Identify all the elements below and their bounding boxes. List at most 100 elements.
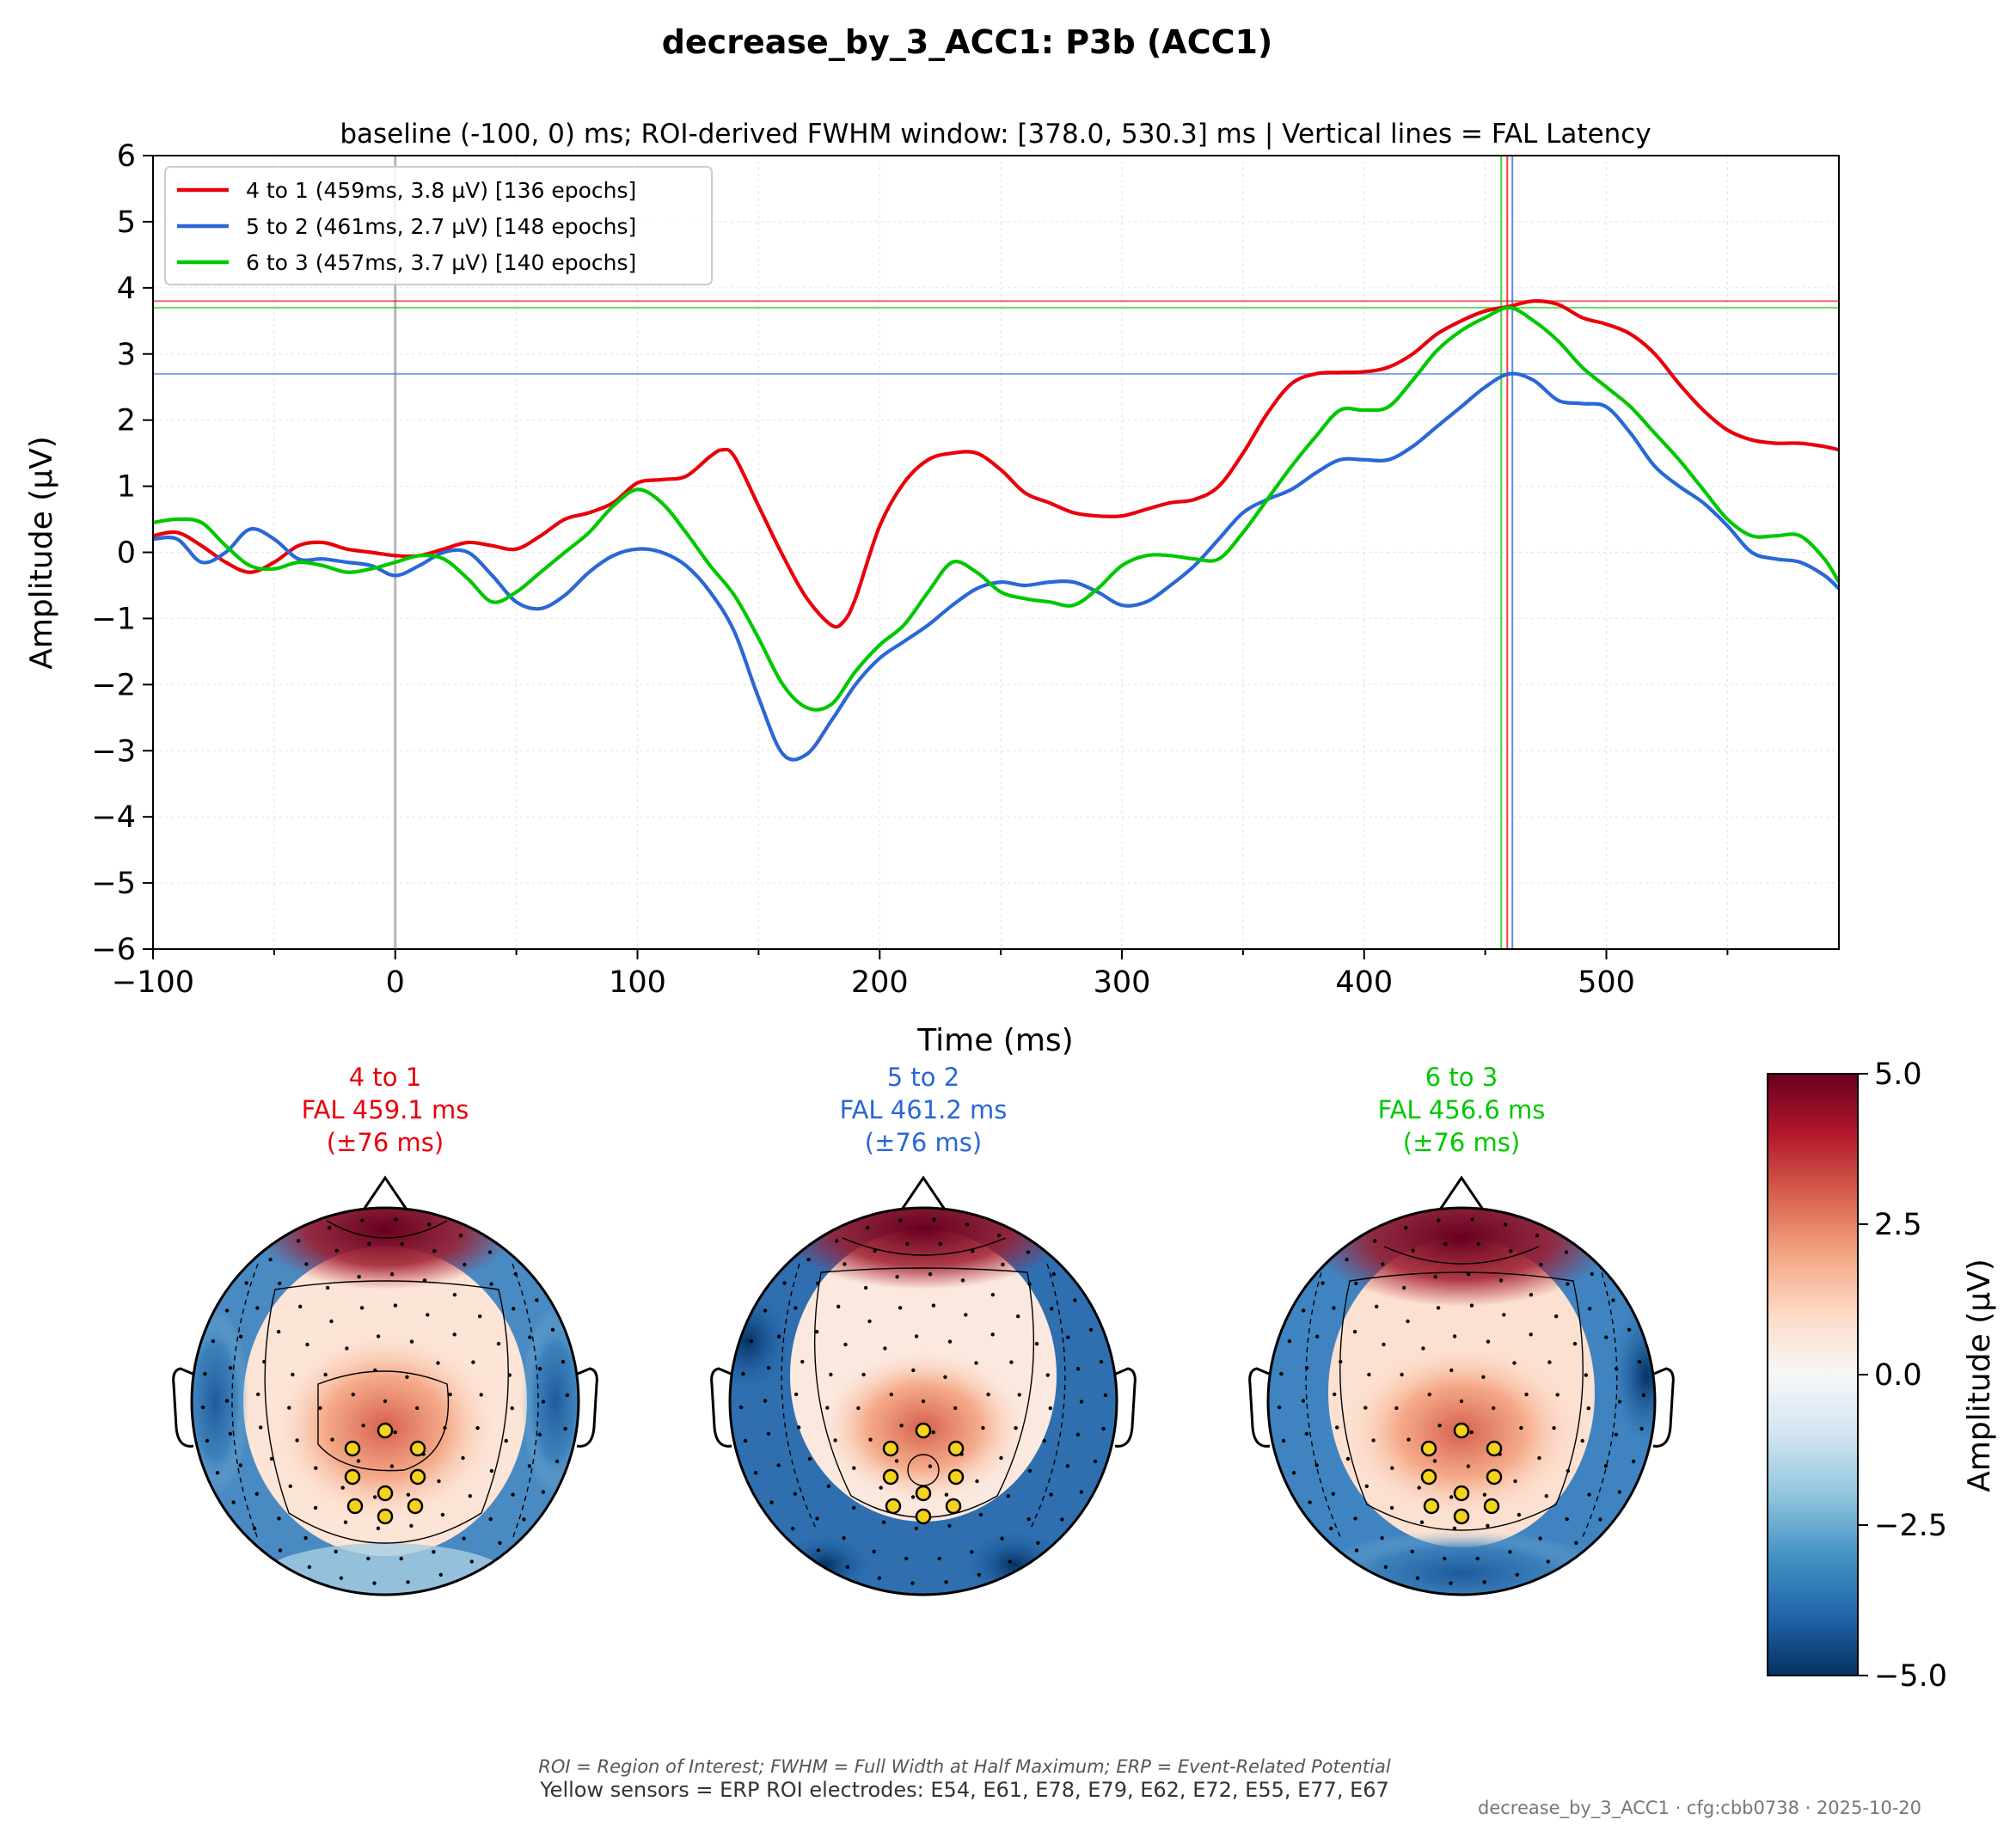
- head-outline: [190, 1206, 580, 1596]
- electrode-dot: [1331, 1492, 1336, 1496]
- colorbar-tick-label: 5.0: [1874, 1057, 1922, 1092]
- electrode-dot: [1073, 1298, 1077, 1302]
- roi-sensor: [1453, 1485, 1470, 1502]
- electrode-dot: [238, 1334, 243, 1339]
- electrode-dot: [943, 1375, 947, 1380]
- electrode-dot: [1513, 1479, 1517, 1484]
- y-tick-label: 2: [117, 404, 136, 438]
- electrode-dot: [931, 1430, 935, 1435]
- electrode-dot: [269, 1456, 274, 1461]
- electrode-dot: [970, 1550, 974, 1554]
- electrode-dot: [1470, 1217, 1474, 1222]
- electrode-dot: [1436, 1306, 1441, 1310]
- electrode-dot: [797, 1425, 801, 1430]
- electrode-dot: [409, 1523, 414, 1529]
- electrode-dot: [295, 1438, 299, 1443]
- x-axis-label: Time (ms): [916, 1023, 1073, 1058]
- electrode-dot: [1603, 1464, 1609, 1468]
- electrode-dot: [1627, 1327, 1632, 1333]
- electrode-dot: [1093, 1459, 1098, 1464]
- electrode-dot: [895, 1275, 899, 1279]
- electrode-dot: [1492, 1406, 1496, 1411]
- electrode-dot: [782, 1281, 787, 1285]
- electrode-dot: [877, 1576, 882, 1580]
- electrode-dot: [1367, 1372, 1371, 1377]
- electrode-dot: [1354, 1281, 1358, 1286]
- electrode-dot: [1008, 1559, 1013, 1564]
- electrode-dot: [996, 1234, 1002, 1238]
- electrode-dot: [255, 1306, 260, 1310]
- electrode-dot: [914, 1526, 919, 1531]
- electrode-dot: [469, 1559, 474, 1564]
- electrode-dot: [231, 1500, 236, 1504]
- electrode-dot: [776, 1463, 781, 1467]
- topomap-title-fal: FAL 461.2 ms: [840, 1095, 1008, 1124]
- electrode-dot: [1641, 1393, 1646, 1398]
- electrode-dot: [863, 1285, 868, 1290]
- electrode-dot: [1466, 1272, 1471, 1277]
- electrode-dot: [393, 1303, 398, 1308]
- topomap-title-condition: 6 to 3: [1425, 1063, 1498, 1092]
- electrode-dot: [1427, 1392, 1432, 1397]
- electrode-dot: [393, 1430, 397, 1435]
- electrode-dot: [990, 1292, 996, 1297]
- electrode-dot: [253, 1526, 257, 1531]
- electrode-dot: [1042, 1438, 1046, 1443]
- topomap-5to2: 5 to 2 FAL 461.2 ms (±76 ms): [710, 1063, 1137, 1596]
- electrode-dot: [1034, 1341, 1039, 1346]
- electrode-dot: [228, 1431, 233, 1437]
- electrode-dot: [898, 1306, 903, 1310]
- electrode-dot: [406, 1580, 410, 1584]
- electrode-dots: [200, 1217, 570, 1585]
- electrode-dot: [367, 1241, 371, 1247]
- electrode-dot: [1519, 1425, 1523, 1431]
- electrode-dot: [947, 1523, 952, 1529]
- legend: 4 to 1 (459ms, 3.8 µV) [136 epochs] 5 to…: [164, 166, 713, 285]
- roi-sensor: [885, 1498, 902, 1515]
- electrode-dot: [836, 1304, 841, 1309]
- electrode-dot: [1352, 1329, 1357, 1334]
- electrode-dot: [1614, 1367, 1619, 1371]
- electrode-dot: [1419, 1520, 1425, 1524]
- electrode-dot: [977, 1572, 982, 1578]
- roi-sensor: [1486, 1468, 1503, 1486]
- electrode-dot: [351, 1392, 355, 1397]
- electrode-dot: [1475, 1556, 1480, 1561]
- topomap-title-condition: 5 to 2: [887, 1063, 959, 1092]
- electrode-dot: [833, 1438, 837, 1443]
- electrode-dot: [953, 1406, 958, 1411]
- electrode-dot: [376, 1526, 381, 1531]
- head-nose: [362, 1175, 408, 1210]
- x-tick-label: 200: [851, 965, 909, 1000]
- footer-abbreviations: ROI = Region of Interest; FWHM = Full Wi…: [538, 1756, 1391, 1777]
- electrode-dot: [1103, 1393, 1108, 1398]
- electrode-dot: [1375, 1304, 1379, 1309]
- electrode-dot: [1566, 1468, 1571, 1473]
- electrode-dot: [1503, 1222, 1508, 1227]
- series-line-2: [153, 305, 1839, 712]
- electrode-dot: [345, 1346, 349, 1351]
- roi-sensors: [1420, 1422, 1503, 1525]
- electrode-dot: [1529, 1292, 1534, 1297]
- electrode-dot: [228, 1366, 233, 1370]
- electrode-dot: [894, 1459, 899, 1463]
- electrode-dot: [211, 1339, 216, 1344]
- electrode-dot: [330, 1437, 334, 1442]
- electrode-dot: [443, 1425, 447, 1431]
- electrode-dot: [889, 1392, 894, 1397]
- y-tick-label: −3: [91, 734, 136, 769]
- electrode-dot: [1443, 1556, 1447, 1561]
- electrode-dot: [791, 1526, 795, 1531]
- x-tick-label: 300: [1094, 965, 1151, 1000]
- electrode-dot: [763, 1399, 768, 1403]
- electrode-dot: [1406, 1437, 1411, 1442]
- electrode-dot: [1529, 1333, 1533, 1337]
- electrode-dot: [1075, 1432, 1081, 1437]
- electrode-dot: [409, 1339, 414, 1344]
- electrode-dot: [816, 1281, 820, 1286]
- electrode-dot: [881, 1520, 886, 1524]
- electrode-dot: [1539, 1262, 1543, 1267]
- electrode-dot: [203, 1371, 207, 1376]
- electrode-dot: [990, 1333, 995, 1337]
- electrode-dot: [394, 1217, 398, 1222]
